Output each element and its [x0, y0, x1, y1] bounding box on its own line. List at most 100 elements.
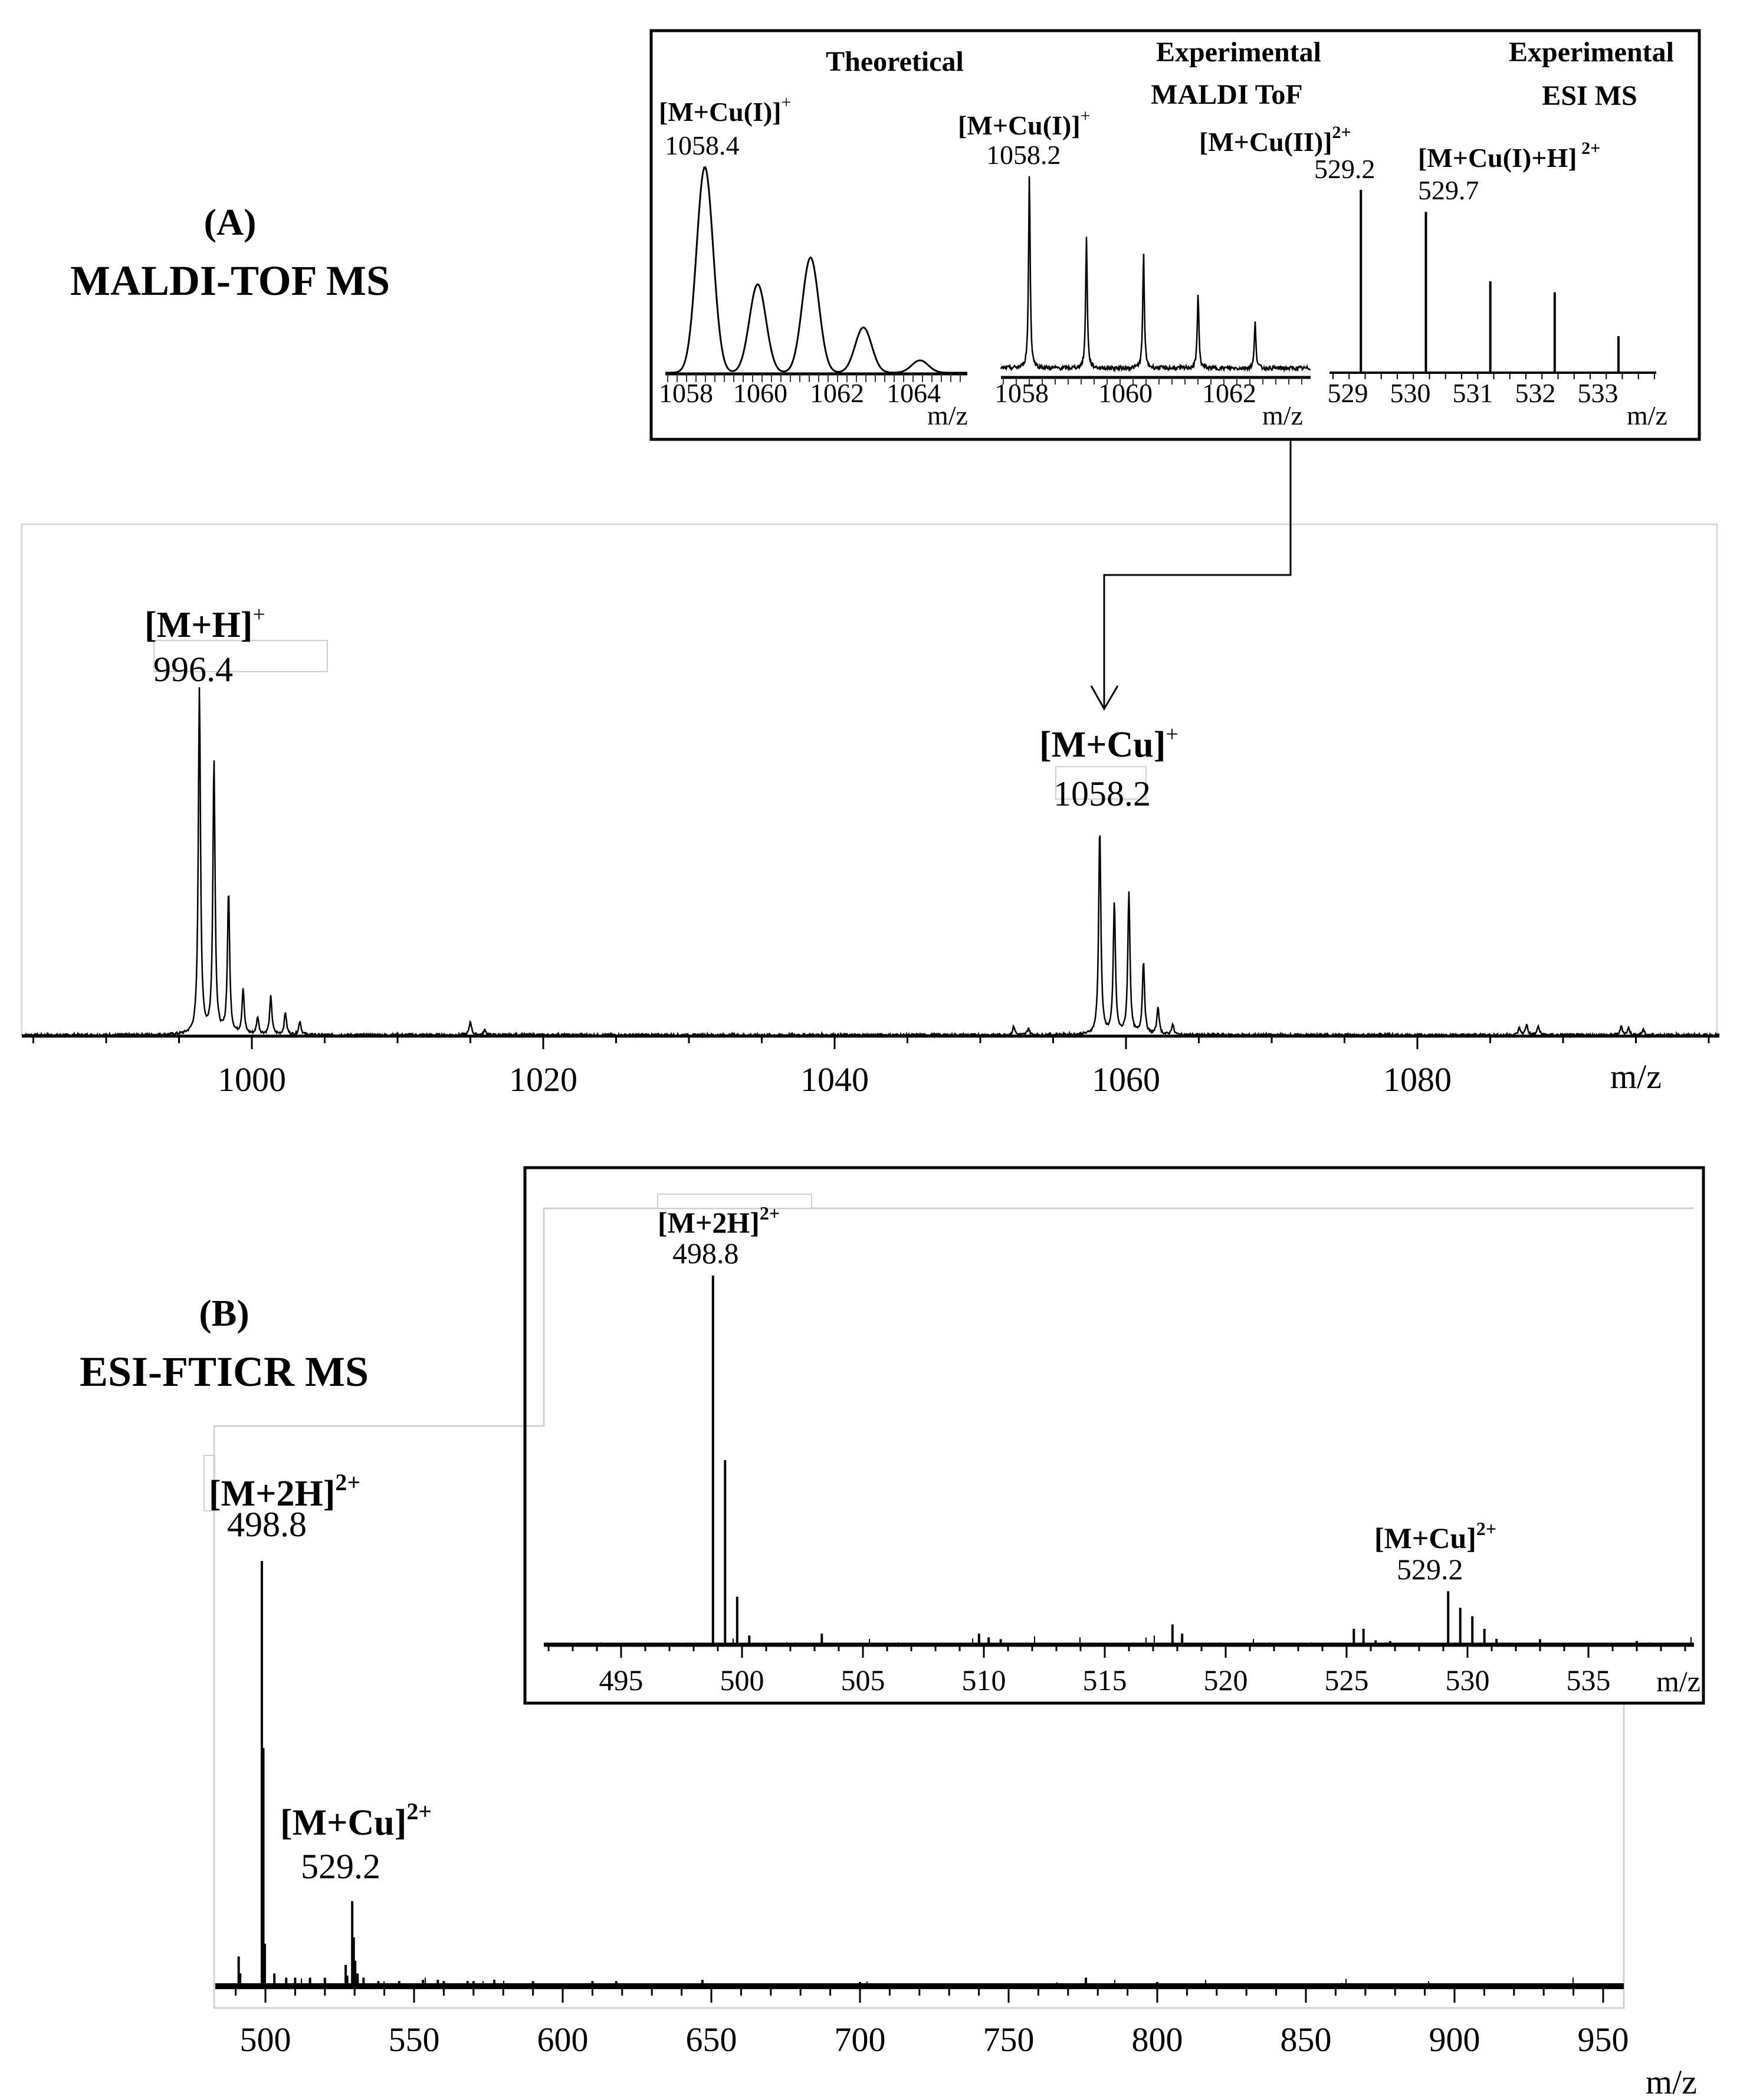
- inset-maldi-ion-2: [M+Cu(II)]2+: [1199, 123, 1351, 157]
- inset-esi-spectrum: 529 530 531 532 533: [1328, 190, 1656, 408]
- inset-maldi-spectrum: 1058 1060 1062: [994, 176, 1311, 408]
- panel-b-inset: 495 500 505 510 515 520 525 530 535 [M+2H]2+ 498…: [523, 1166, 1705, 1705]
- peak-label-mcu-mz: 1058.2: [1053, 774, 1151, 813]
- inset-theoretical-spectrum: 1058 1060 1062 1064: [659, 166, 967, 408]
- peak-label-m2h-mz: 498.8: [227, 1505, 307, 1544]
- x-tick-label: 515: [1083, 1664, 1127, 1697]
- spectrum-trace: [665, 166, 967, 374]
- x-tick-label: 650: [686, 2020, 737, 2059]
- x-tick-label: 900: [1429, 2020, 1480, 2059]
- panel-a-spectrum: [21, 687, 1720, 1039]
- peak-label-mcu2-ion: [M+Cu]2+: [280, 1798, 432, 1843]
- inset-mcu-ion: [M+Cu]2+: [1374, 1518, 1496, 1555]
- panel-b-inset-frame: [523, 1166, 1705, 1705]
- x-tick-label: 525: [1325, 1664, 1369, 1697]
- label-box-inset-498: [657, 1194, 812, 1209]
- x-tick-label: 800: [1132, 2020, 1183, 2059]
- panel-a-letter: (A): [203, 201, 257, 243]
- svg-text:1058: 1058: [659, 378, 713, 408]
- svg-text:529: 529: [1328, 378, 1368, 408]
- inset-maldi-title-2: MALDI ToF: [1151, 79, 1302, 110]
- panel-b-spectrum: [218, 1561, 1623, 1986]
- x-tick-label: 1000: [218, 1060, 286, 1099]
- inset-b-axis-label: m/z: [1656, 1665, 1700, 1698]
- x-tick-label: 535: [1567, 1664, 1611, 1697]
- label-box-1058: [1055, 766, 1147, 800]
- svg-text:532: 532: [1515, 378, 1556, 408]
- x-tick-label: 505: [841, 1664, 885, 1697]
- x-tick-label: 500: [240, 2020, 291, 2059]
- inset-maldi-mz-2: 529.2: [1314, 154, 1375, 184]
- x-tick-label: 550: [389, 2020, 440, 2059]
- svg-text:1060: 1060: [733, 378, 787, 408]
- panel-a-frame: [21, 523, 1718, 1036]
- panel-b: 500 550 600 650 700 750 800 850 900 950 m/z [M+2H…: [203, 1166, 1705, 2100]
- x-tick-label: 750: [983, 2020, 1035, 2059]
- peak-label-mh-ion: [M+H]+: [145, 602, 265, 645]
- panel-b-x-axis: 500 550 600 650 700 750 800 850 900 950: [215, 1983, 1629, 2059]
- svg-text:533: 533: [1578, 378, 1618, 408]
- inset-m2h-mz: 498.8: [672, 1237, 739, 1270]
- x-tick-label: 510: [962, 1664, 1006, 1697]
- panel-a-axis-label: m/z: [1610, 1057, 1662, 1096]
- inset-esi-title-1: Experimental: [1509, 37, 1674, 68]
- arrowhead-icon: [1090, 685, 1119, 711]
- svg-text:530: 530: [1390, 378, 1431, 408]
- x-tick-label: 950: [1578, 2020, 1629, 2059]
- svg-text:1062: 1062: [1202, 378, 1256, 408]
- inset-esi-mz: 529.7: [1418, 175, 1479, 205]
- peak-label-m2h-ion: [M+2H]2+: [209, 1469, 360, 1514]
- spectrum-trace: [1000, 176, 1311, 373]
- panel-b-frame-bottom: [214, 1703, 1625, 2009]
- panel-b-frame: [213, 1207, 1694, 2008]
- inset-maldi-title-1: Experimental: [1156, 37, 1321, 68]
- svg-text:1060: 1060: [1098, 378, 1153, 408]
- inset-theoretical-title: Theoretical: [826, 46, 964, 77]
- panel-b-inset-spectrum: [547, 1276, 1692, 1645]
- inset-maldi-mz: 1058.2: [986, 140, 1061, 170]
- panel-b-letter: (B): [199, 1292, 249, 1334]
- panel-a: 1000 1020 1040 1060 1080 m/z [M+H]+ 996.4 [M…: [21, 29, 1720, 1099]
- spectrum-trace: [21, 687, 1720, 1039]
- panel-a-inset-frame: [649, 29, 1701, 441]
- label-box-996: [153, 640, 328, 672]
- peak-label-mcu-ion: [M+Cu]+: [1039, 722, 1178, 765]
- x-tick-label: 1080: [1383, 1060, 1452, 1099]
- panel-a-technique: MALDI-TOF MS: [70, 257, 390, 304]
- x-tick-label: 495: [599, 1664, 644, 1697]
- panel-b-axis-label: m/z: [1646, 2063, 1697, 2100]
- inset-esi-ion: [M+Cu(I)+H] 2+: [1418, 139, 1600, 173]
- x-tick-label: 850: [1281, 2020, 1332, 2059]
- panel-a-inset: 1058 1060 1062 1064 1058 1060 1062 529 530 531 5…: [649, 29, 1701, 441]
- panel-a-x-axis: 1000 1020 1040 1060 1080: [22, 1034, 1719, 1099]
- svg-text:1062: 1062: [810, 378, 864, 408]
- svg-text:531: 531: [1453, 378, 1493, 408]
- label-box-498: [203, 1455, 215, 1511]
- inset-maldi-axis-label: m/z: [1262, 400, 1303, 430]
- peak-label-mcu2-mz: 529.2: [301, 1847, 380, 1886]
- peak-label-mh-mz: 996.4: [153, 650, 233, 689]
- inset-theoretical-mz: 1058.4: [665, 130, 740, 160]
- x-tick-label: 520: [1204, 1664, 1248, 1697]
- x-tick-label: 700: [835, 2020, 886, 2059]
- x-tick-label: 530: [1446, 1664, 1490, 1697]
- inset-esi-title-2: ESI MS: [1542, 80, 1637, 111]
- x-tick-label: 500: [720, 1664, 764, 1697]
- inset-esi-axis-label: m/z: [1627, 400, 1667, 430]
- x-tick-label: 1040: [800, 1060, 869, 1099]
- inset-theoretical-ion: [M+Cu(I)]+: [659, 93, 792, 127]
- x-tick-label: 600: [537, 2020, 589, 2059]
- svg-text:1058: 1058: [994, 378, 1049, 408]
- inset-theoretical-axis-label: m/z: [927, 400, 968, 430]
- inset-maldi-ion: [M+Cu(I)]+: [958, 106, 1091, 140]
- x-tick-label: 1020: [509, 1060, 577, 1099]
- inset-connector-line: [1103, 439, 1292, 709]
- panel-b-inset-x-axis: 495 500 505 510 515 520 525 530 535: [544, 1642, 1694, 1697]
- x-tick-label: 1060: [1092, 1060, 1160, 1099]
- inset-mcu-mz: 529.2: [1397, 1553, 1463, 1586]
- panel-b-technique: ESI-FTICR MS: [79, 1348, 369, 1395]
- inset-m2h-ion: [M+2H]2+: [658, 1202, 780, 1239]
- svg-text:1064: 1064: [887, 378, 941, 408]
